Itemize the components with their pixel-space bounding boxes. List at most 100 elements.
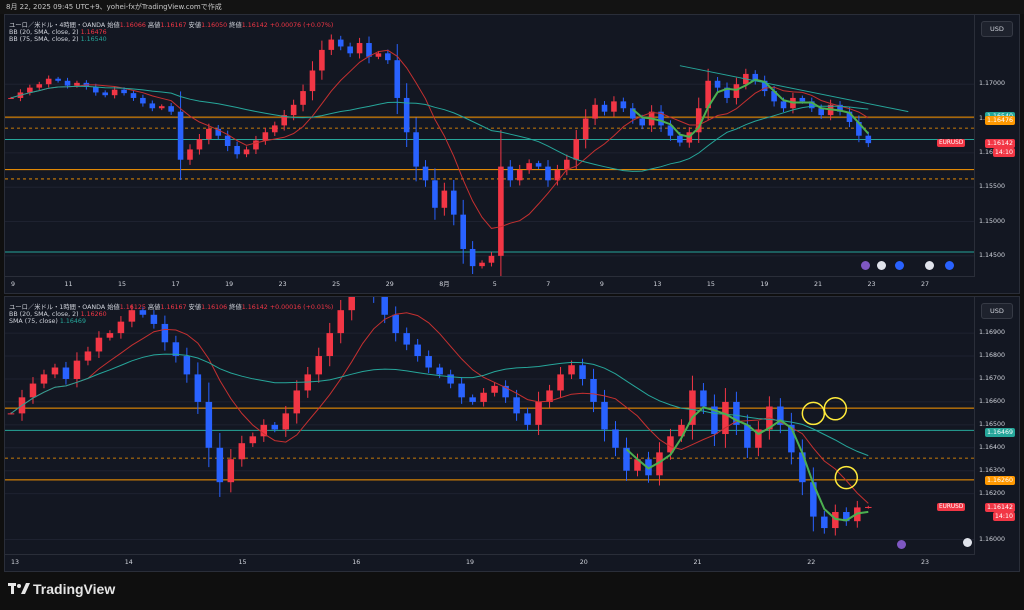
time-axis-4h[interactable]: 9 11 15 17 19 23 25 29 8月 5 7 9 13 15 19 21 23 27 [5,276,975,293]
x-tick-label: 5 [492,281,497,288]
legend-1h: ユーロ／米ドル・1時間・OANDA 始値1.16125 高値1.16167 安値… [9,302,333,325]
x-tick-label: 14 [124,559,133,566]
candle-body [315,356,323,375]
candle-body [629,108,636,119]
currency-button-4h[interactable]: USD [981,21,1013,37]
highlight-circle [834,465,859,490]
indicator-name: BB (20, SMA, close, 2) [9,29,79,36]
candle-body [300,91,306,105]
flag-icon[interactable] [963,538,972,547]
countdown-tag: 14:10 [992,511,1015,521]
chart-panel-4h[interactable]: USD 1.170001.165001.160001.155001.150001… [4,14,1020,294]
candle-body [491,385,498,393]
candle-body [479,262,485,267]
candle-body [271,125,278,133]
event-icon[interactable] [897,540,906,549]
candle-body [375,53,382,57]
legend-4h: ユーロ／米ドル・4時間・OANDA 始値1.16066 高値1.16167 安値… [9,20,333,43]
candle-body [187,149,193,160]
candle-body [73,360,81,379]
change-value: +0.00076 (+0.07%) [269,22,334,29]
time-axis-1h[interactable]: 13 14 15 16 19 20 21 22 23 [5,554,975,571]
candle-body [227,459,235,483]
candle-body [366,43,372,57]
x-tick-label: 7 [546,281,551,288]
candle-body [460,214,466,249]
candle-body [347,46,353,54]
candle-body [639,118,645,126]
candle-body [658,111,664,126]
candle-body [309,70,316,92]
candle-body [262,132,269,141]
candle-body [677,135,683,143]
price-plot-4h[interactable] [5,15,975,277]
close-label: 終値 [229,22,242,29]
candle-body [526,163,532,171]
countdown-tag: 14:10 [992,148,1015,158]
y-tick-label: 1.16300 [979,466,1006,474]
candle-body [447,374,454,384]
tradingview-logo[interactable]: TradingView [8,581,115,597]
event-icon[interactable] [861,261,870,270]
flag-icon[interactable] [945,261,954,270]
y-tick-label: 1.16000 [979,149,1005,157]
bb-basis-line [10,49,869,229]
candle-body [623,447,630,471]
price-plot-1h[interactable] [5,297,975,555]
candle-body [752,73,759,81]
x-tick-label: 9 [599,281,604,288]
price-axis-4h[interactable]: USD 1.170001.165001.160001.155001.150001… [974,15,1019,277]
candle-body [194,374,202,402]
candle-body [545,166,551,181]
chart-panel-1h[interactable]: USD 1.16900 1.16800 1.16700 1.16600 1.16500 1… [4,296,1020,572]
candle-body [381,297,388,315]
candle-body [319,49,325,71]
price-axis-tag: 1.16469 [984,427,1015,437]
candle-body [92,86,99,93]
candle-body [385,53,391,61]
candle-body [216,447,224,483]
candle-body [777,406,784,425]
indicator-value: 1.16260 [80,311,107,318]
candle-body [733,84,740,98]
candle-body [106,333,114,338]
currency-button-1h[interactable]: USD [981,303,1013,319]
high-label: 高値 [147,304,161,311]
flag-icon[interactable] [877,261,886,270]
candle-body [564,159,570,171]
candle-body [7,413,15,415]
x-tick-label: 20 [579,559,588,566]
candle-body [36,84,43,88]
x-tick-label: 19 [225,281,234,288]
flag-icon[interactable] [895,261,904,270]
candle-body [821,516,828,529]
candle-body [667,125,674,136]
candle-body [450,190,457,215]
x-tick-label: 8月 [439,281,450,288]
symbol-tag: EURUSD [937,139,966,148]
candle-body [196,139,203,150]
flag-icon[interactable] [925,261,934,270]
candle-body [601,104,608,112]
price-axis-tag: 1.16476 [984,116,1015,126]
candle-body [95,337,103,352]
candle-body [799,97,806,102]
trend-highlight-line [632,78,870,138]
candle-body [546,390,553,402]
candle-body [843,512,850,522]
y-tick-label: 1.16500 [979,420,1006,428]
candle-body [865,135,872,144]
candle-body [130,93,137,98]
candle-body [403,97,410,133]
indicator-name: BB (75, SMA, close, 2) [9,36,79,43]
candle-body [808,101,815,109]
candle-body [771,91,777,102]
candle-body [722,401,729,435]
candle-body [469,248,476,267]
y-tick-label: 1.15500 [979,183,1006,191]
indicator-value: 1.16476 [80,29,107,36]
candle-body [121,89,127,94]
candle-body [611,101,617,112]
symbol-title: ユーロ／米ドル・1時間・OANDA [9,304,106,311]
candle-body [856,121,862,136]
